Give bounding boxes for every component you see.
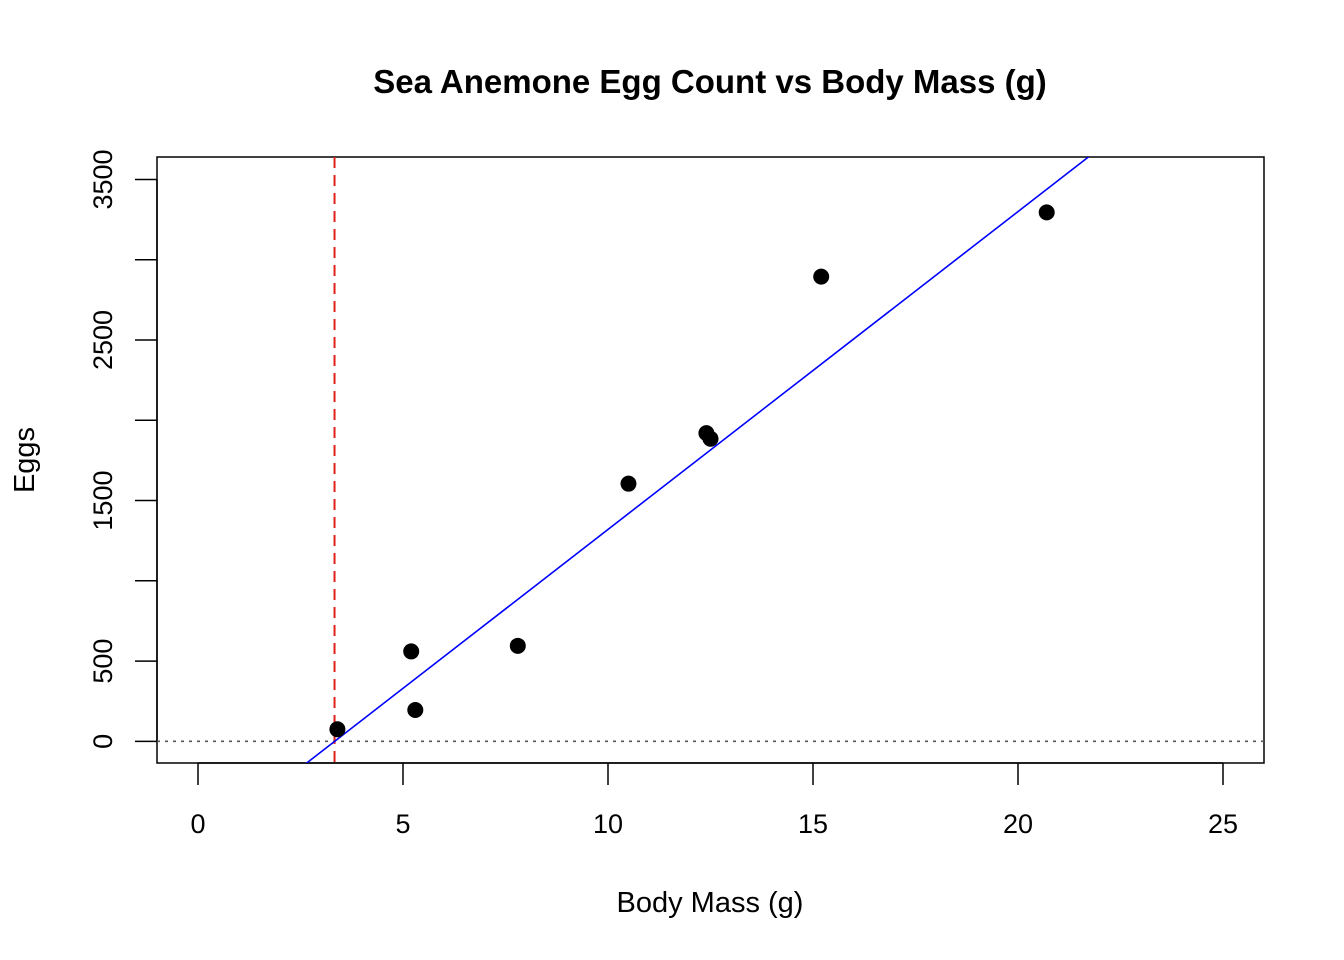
y-tick-label: 3500 — [88, 149, 118, 209]
y-tick-label: 1500 — [88, 470, 118, 530]
x-tick-label: 5 — [395, 809, 410, 839]
data-point — [407, 702, 424, 719]
y-tick-label: 0 — [88, 734, 118, 749]
y-tick-label: 2500 — [88, 310, 118, 370]
data-points — [329, 204, 1055, 738]
data-point — [620, 475, 637, 492]
plot-area — [157, 157, 1264, 763]
y-axis-label: Eggs — [9, 427, 41, 493]
x-tick-label: 10 — [593, 809, 623, 839]
data-point — [329, 721, 346, 738]
data-point — [509, 637, 526, 654]
regression-line — [305, 157, 1090, 763]
data-point — [813, 268, 830, 285]
chart-title: Sea Anemone Egg Count vs Body Mass (g) — [373, 63, 1047, 100]
y-axis: 0 500 1500 2500 3500 — [88, 149, 158, 749]
y-tick-label: 500 — [88, 639, 118, 684]
data-point — [1038, 204, 1055, 221]
plot-frame — [156, 156, 1265, 764]
data-point — [403, 643, 420, 660]
x-axis: 0 5 10 15 20 25 — [190, 762, 1238, 839]
x-axis-label: Body Mass (g) — [617, 887, 804, 919]
x-tick-label: 0 — [190, 809, 205, 839]
x-tick-label: 20 — [1003, 809, 1033, 839]
x-tick-label: 25 — [1208, 809, 1238, 839]
data-point — [702, 430, 719, 447]
x-tick-label: 15 — [798, 809, 828, 839]
